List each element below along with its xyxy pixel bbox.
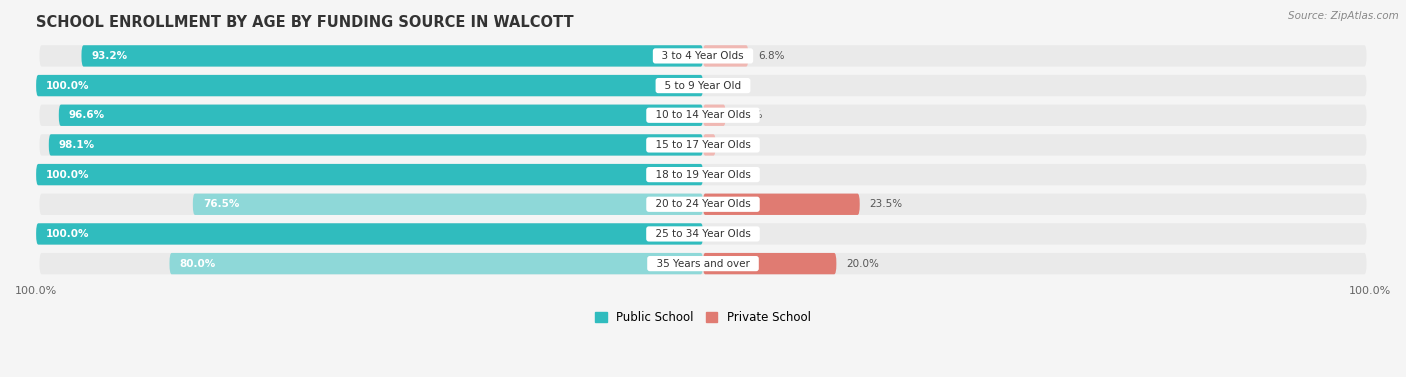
Text: 18 to 19 Year Olds: 18 to 19 Year Olds — [648, 170, 758, 179]
Text: 3.4%: 3.4% — [735, 110, 762, 120]
FancyBboxPatch shape — [703, 45, 748, 67]
Text: 96.6%: 96.6% — [69, 110, 105, 120]
FancyBboxPatch shape — [39, 104, 1367, 126]
Text: 5 to 9 Year Old: 5 to 9 Year Old — [658, 81, 748, 90]
FancyBboxPatch shape — [37, 164, 703, 185]
FancyBboxPatch shape — [59, 104, 703, 126]
Text: 0.0%: 0.0% — [713, 229, 740, 239]
Text: 100.0%: 100.0% — [46, 229, 90, 239]
Text: 23.5%: 23.5% — [870, 199, 903, 209]
Text: 35 Years and over: 35 Years and over — [650, 259, 756, 269]
Text: 100.0%: 100.0% — [46, 170, 90, 179]
FancyBboxPatch shape — [703, 134, 716, 156]
FancyBboxPatch shape — [37, 223, 703, 245]
FancyBboxPatch shape — [39, 194, 1367, 215]
Text: 25 to 34 Year Olds: 25 to 34 Year Olds — [648, 229, 758, 239]
FancyBboxPatch shape — [39, 164, 1367, 185]
Legend: Public School, Private School: Public School, Private School — [591, 307, 815, 329]
Text: SCHOOL ENROLLMENT BY AGE BY FUNDING SOURCE IN WALCOTT: SCHOOL ENROLLMENT BY AGE BY FUNDING SOUR… — [37, 15, 574, 30]
FancyBboxPatch shape — [193, 194, 703, 215]
Text: 93.2%: 93.2% — [91, 51, 128, 61]
FancyBboxPatch shape — [49, 134, 703, 156]
Text: 10 to 14 Year Olds: 10 to 14 Year Olds — [650, 110, 756, 120]
FancyBboxPatch shape — [703, 194, 859, 215]
Text: 20 to 24 Year Olds: 20 to 24 Year Olds — [650, 199, 756, 209]
Text: 80.0%: 80.0% — [180, 259, 215, 269]
FancyBboxPatch shape — [39, 223, 1367, 245]
Text: Source: ZipAtlas.com: Source: ZipAtlas.com — [1288, 11, 1399, 21]
Text: 20.0%: 20.0% — [846, 259, 879, 269]
Text: 0.0%: 0.0% — [713, 170, 740, 179]
Text: 100.0%: 100.0% — [46, 81, 90, 90]
Text: 15 to 17 Year Olds: 15 to 17 Year Olds — [648, 140, 758, 150]
Text: 1.9%: 1.9% — [725, 140, 752, 150]
Text: 6.8%: 6.8% — [758, 51, 785, 61]
Text: 0.0%: 0.0% — [713, 81, 740, 90]
Text: 3 to 4 Year Olds: 3 to 4 Year Olds — [655, 51, 751, 61]
FancyBboxPatch shape — [39, 253, 1367, 274]
FancyBboxPatch shape — [703, 253, 837, 274]
FancyBboxPatch shape — [39, 45, 1367, 67]
FancyBboxPatch shape — [170, 253, 703, 274]
FancyBboxPatch shape — [703, 104, 725, 126]
FancyBboxPatch shape — [37, 75, 703, 96]
FancyBboxPatch shape — [39, 134, 1367, 156]
FancyBboxPatch shape — [82, 45, 703, 67]
Text: 98.1%: 98.1% — [59, 140, 96, 150]
FancyBboxPatch shape — [39, 75, 1367, 96]
Text: 76.5%: 76.5% — [202, 199, 239, 209]
